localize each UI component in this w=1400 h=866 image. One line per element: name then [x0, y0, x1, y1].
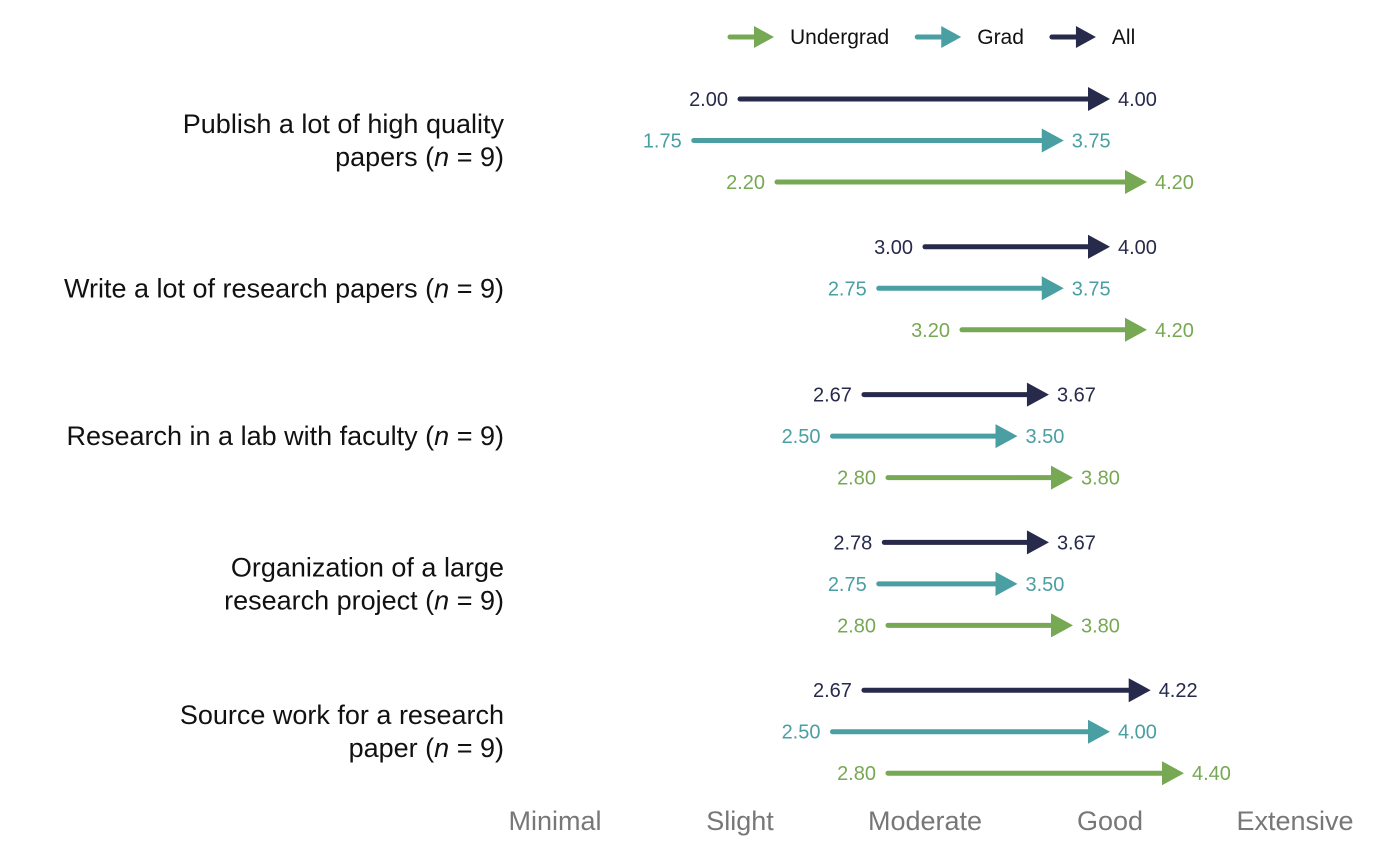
arrow-marks: 2.00 4.00 1.75 3.75 2.20 4.20 3.00 4.00 2.75 3.75…	[643, 87, 1231, 786]
arrow-undergrad-head	[1051, 465, 1073, 490]
legend: Undergrad Grad All	[727, 26, 1135, 49]
category-label: paper (n = 9)	[349, 733, 504, 763]
arrow-grad-head	[1041, 128, 1064, 153]
start-value-label: 1.75	[643, 131, 682, 153]
arrow-grad-head	[1041, 276, 1064, 301]
legend-label-undergrad: Undergrad	[790, 26, 889, 49]
arrow-all-head	[1026, 530, 1049, 555]
x-tick-label: Extensive	[1236, 806, 1353, 836]
start-value-label: 2.78	[833, 532, 872, 554]
arrow-all-head	[1088, 234, 1110, 259]
category-label: research project (n = 9)	[224, 585, 504, 615]
arrow-grad-head	[995, 424, 1018, 449]
end-value-label: 4.22	[1159, 680, 1198, 702]
x-tick-label: Minimal	[508, 806, 601, 836]
start-value-label: 2.80	[837, 763, 876, 785]
legend-label-all: All	[1112, 26, 1135, 49]
x-axis: Minimal Slight Moderate Good Extensive	[508, 806, 1353, 836]
start-value-label: 2.67	[813, 385, 852, 407]
end-value-label: 3.75	[1072, 278, 1111, 300]
category-label: Research in a lab with faculty (n = 9)	[66, 421, 504, 451]
category-label: Publish a lot of high quality	[183, 109, 505, 139]
end-value-label: 3.67	[1057, 532, 1096, 554]
start-value-label: 2.50	[782, 426, 821, 448]
end-value-label: 4.20	[1155, 320, 1194, 342]
arrow-all-head	[1128, 678, 1151, 703]
end-value-label: 4.00	[1118, 722, 1157, 744]
x-tick-label: Moderate	[868, 806, 982, 836]
end-value-label: 3.50	[1026, 574, 1065, 596]
end-value-label: 4.00	[1118, 237, 1157, 259]
category-label: papers (n = 9)	[335, 142, 504, 172]
start-value-label: 2.00	[689, 89, 728, 111]
arrow-undergrad-head	[1125, 170, 1147, 194]
legend-arrowhead-grad	[941, 26, 962, 48]
legend-arrowhead-undergrad	[754, 26, 774, 48]
start-value-label: 3.00	[874, 237, 913, 259]
end-value-label: 3.80	[1081, 615, 1120, 637]
end-value-label: 4.40	[1192, 763, 1231, 785]
arrow-all-head	[1026, 382, 1049, 407]
arrow-undergrad-head	[1125, 317, 1147, 342]
start-value-label: 2.75	[828, 574, 867, 596]
end-value-label: 4.00	[1118, 89, 1157, 111]
start-value-label: 2.80	[837, 468, 876, 490]
start-value-label: 2.50	[782, 722, 821, 744]
start-value-label: 2.67	[813, 680, 852, 702]
end-value-label: 3.75	[1072, 131, 1111, 153]
arrow-undergrad-head	[1051, 613, 1073, 638]
category-label: Organization of a large	[231, 552, 504, 582]
start-value-label: 2.75	[828, 278, 867, 300]
start-value-label: 2.20	[726, 172, 765, 194]
start-value-label: 3.20	[911, 320, 950, 342]
arrow-grad-head	[995, 571, 1018, 596]
x-tick-label: Slight	[706, 806, 774, 836]
end-value-label: 3.50	[1026, 426, 1065, 448]
category-label: Source work for a research	[180, 700, 504, 730]
arrow-undergrad-head	[1162, 761, 1184, 786]
end-value-label: 3.80	[1081, 468, 1120, 490]
start-value-label: 2.80	[837, 615, 876, 637]
category-label: Write a lot of research papers (n = 9)	[64, 273, 504, 303]
arrow-all-head	[1088, 87, 1110, 111]
end-value-label: 4.20	[1155, 172, 1194, 194]
legend-arrowhead-all	[1075, 26, 1096, 48]
x-tick-label: Good	[1077, 806, 1143, 836]
legend-label-grad: Grad	[977, 26, 1024, 49]
arrow-grad-head	[1088, 719, 1110, 744]
end-value-label: 3.67	[1057, 385, 1096, 407]
